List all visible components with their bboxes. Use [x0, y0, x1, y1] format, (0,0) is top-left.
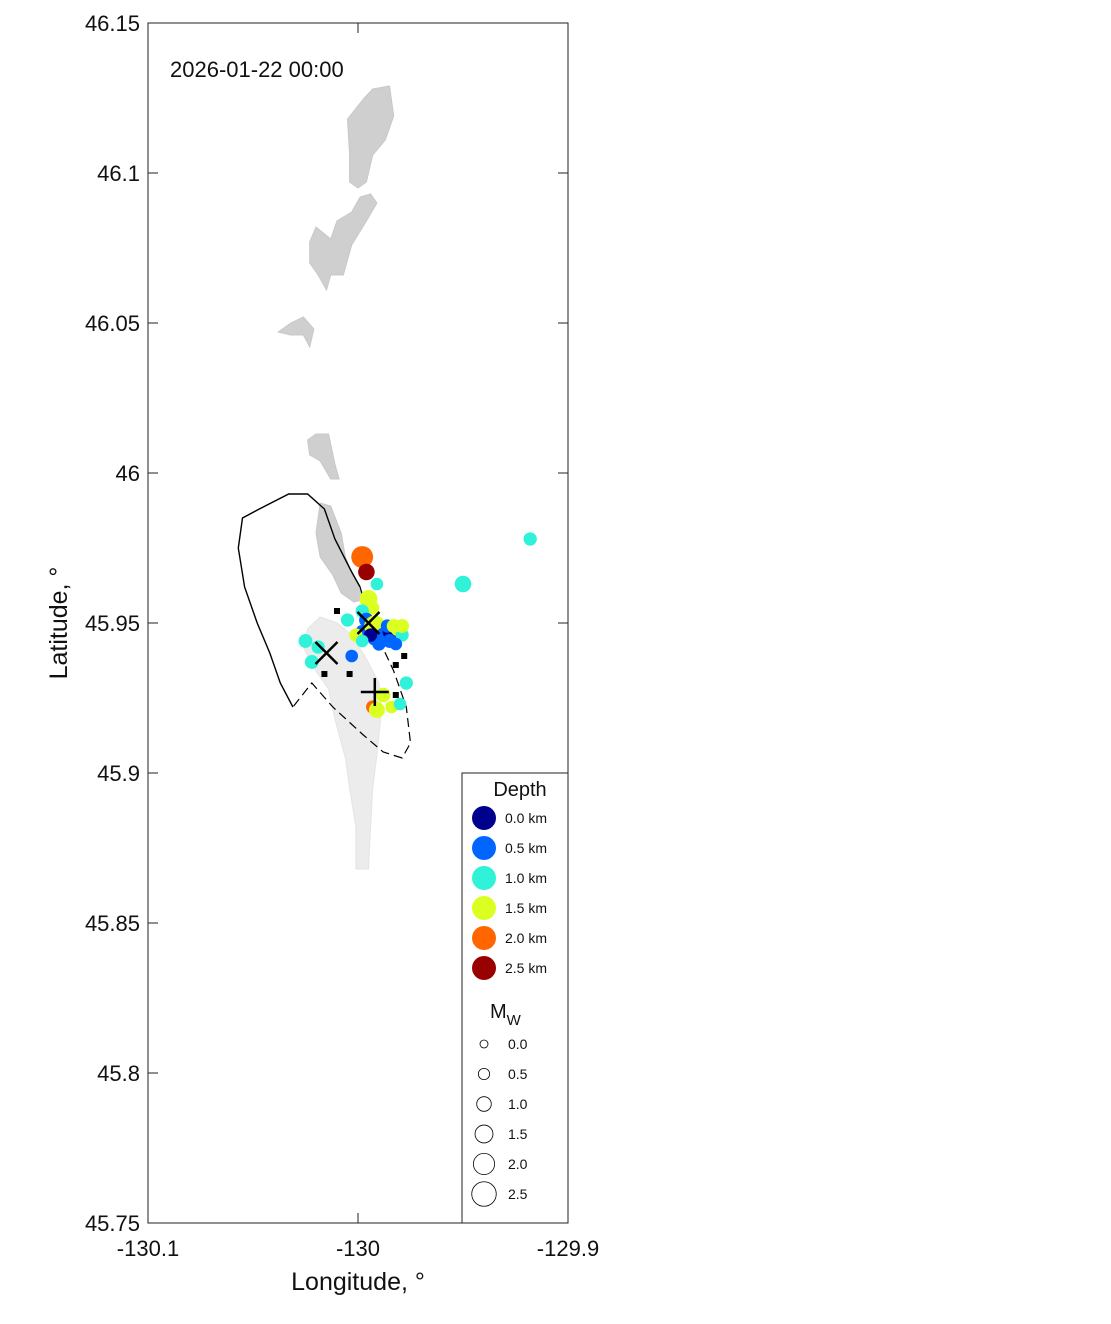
mag-legend-swatch [476, 1096, 492, 1112]
x-tick-label: -129.9 [537, 1236, 599, 1261]
depth-legend-swatch [472, 866, 496, 890]
mag-legend-items: 0.0 0.5 1.0 1.5 2.0 2.5 [471, 1036, 528, 1207]
depth-legend-label: 1.5 km [505, 900, 547, 916]
earthquake-point [393, 697, 407, 711]
station-marker [392, 662, 399, 668]
station-marker [334, 608, 340, 614]
timestamp-label: 2026-01-22 00:00 [170, 57, 344, 82]
mag-legend-label: 1.5 [508, 1126, 528, 1142]
lava-flow-historic [277, 316, 315, 349]
depth-legend-swatch [472, 836, 496, 860]
mag-legend-swatch [472, 1153, 495, 1176]
y-tick-label: 45.95 [85, 611, 140, 636]
x-tick-label: -130 [336, 1236, 380, 1261]
depth-legend-swatch [472, 956, 496, 980]
vent-x-stroke [314, 641, 339, 665]
y-tick-label: 46 [116, 461, 140, 486]
mag-legend-title-sub: W [507, 1012, 522, 1029]
depth-legend-label: 2.5 km [505, 960, 547, 976]
earthquake-point [389, 637, 403, 651]
y-tick-label: 45.75 [85, 1211, 140, 1236]
earthquake-point [372, 637, 386, 651]
earthquake-point [454, 575, 472, 593]
lava-flow-historic [309, 193, 378, 292]
outline-solid [237, 493, 361, 708]
station-marker [401, 653, 408, 659]
earthquake-point [399, 676, 413, 690]
x-tick-label: -130.1 [117, 1236, 179, 1261]
mag-legend-title-main: M [490, 1001, 507, 1023]
station-marker [321, 671, 328, 677]
lava-flow-historic [307, 433, 340, 480]
depth-legend-swatch [472, 896, 496, 920]
y-tick-label: 45.85 [85, 911, 140, 936]
earthquake-point [340, 613, 355, 627]
depth-legend-label: 1.0 km [505, 870, 547, 886]
station-marker [392, 692, 399, 698]
y-tick-label: 45.8 [97, 1061, 140, 1086]
mag-legend-swatch [474, 1124, 494, 1144]
earthquake-point [366, 601, 380, 615]
vent-x-stroke [356, 611, 381, 635]
outline-dashed [292, 586, 412, 759]
vent-markers-layer [314, 611, 389, 706]
legend-box: Depth 0.0 km 0.5 km 1.0 km 1.5 km 2.0 km 2.5 … [461, 772, 569, 1224]
earthquake-point [114, 685, 128, 699]
mag-legend-label: 2.0 [508, 1156, 528, 1172]
earthquake-point [304, 655, 319, 669]
mag-legend-swatch [477, 1067, 491, 1081]
depth-legend-label: 0.5 km [505, 840, 547, 856]
earthquake-point [298, 634, 313, 648]
y-tick-label: 46.15 [85, 11, 140, 36]
depth-legend-items: 0.0 km 0.5 km 1.0 km 1.5 km 2.0 km 2.5 km [472, 806, 547, 980]
earthquake-point [355, 634, 369, 648]
eruption-outline-layer [237, 493, 412, 759]
earthquake-point [386, 619, 401, 633]
depth-legend-label: 0.0 km [505, 810, 547, 826]
earthquake-point [523, 532, 537, 546]
earthquake-point [370, 577, 384, 591]
earthquake-point [358, 563, 375, 581]
depth-legend-title: Depth [493, 779, 546, 801]
vent-plus-marker [360, 678, 389, 706]
mag-legend-label: 1.0 [508, 1096, 528, 1112]
y-tick-label: 45.9 [97, 761, 140, 786]
mag-legend-label: 0.5 [508, 1066, 528, 1082]
mag-legend-title: MW [490, 1001, 522, 1029]
lava-flow-historic [346, 85, 395, 189]
station-marker [346, 671, 353, 677]
y-axis-label: Latitude, ° [45, 567, 73, 680]
mag-legend-label: 2.5 [508, 1186, 528, 1202]
mag-legend-swatch [479, 1039, 489, 1049]
earthquake-point [345, 649, 359, 663]
earthquake-point [351, 546, 374, 568]
depth-legend-swatch [472, 926, 496, 950]
y-tick-label: 46.05 [85, 311, 140, 336]
vent-x-marker [356, 611, 381, 635]
x-axis-label: Longitude, ° [291, 1268, 425, 1296]
depth-legend-label: 2.0 km [505, 930, 547, 946]
station-layer [321, 608, 408, 698]
depth-legend-swatch [472, 806, 496, 830]
y-tick-label: 46.1 [97, 161, 140, 186]
earthquake-point [375, 687, 391, 703]
vent-x-marker [314, 641, 339, 665]
lava-flow-recent [302, 616, 382, 870]
earthquake-point [311, 640, 325, 654]
mag-legend-label: 0.0 [508, 1036, 528, 1052]
axis-ticks: 45.75 45.8 45.85 45.9 45.95 46 46.05 46.1 46.15 -… [85, 11, 599, 1261]
mag-legend-swatch [471, 1181, 497, 1207]
earthquake-point [368, 702, 385, 718]
